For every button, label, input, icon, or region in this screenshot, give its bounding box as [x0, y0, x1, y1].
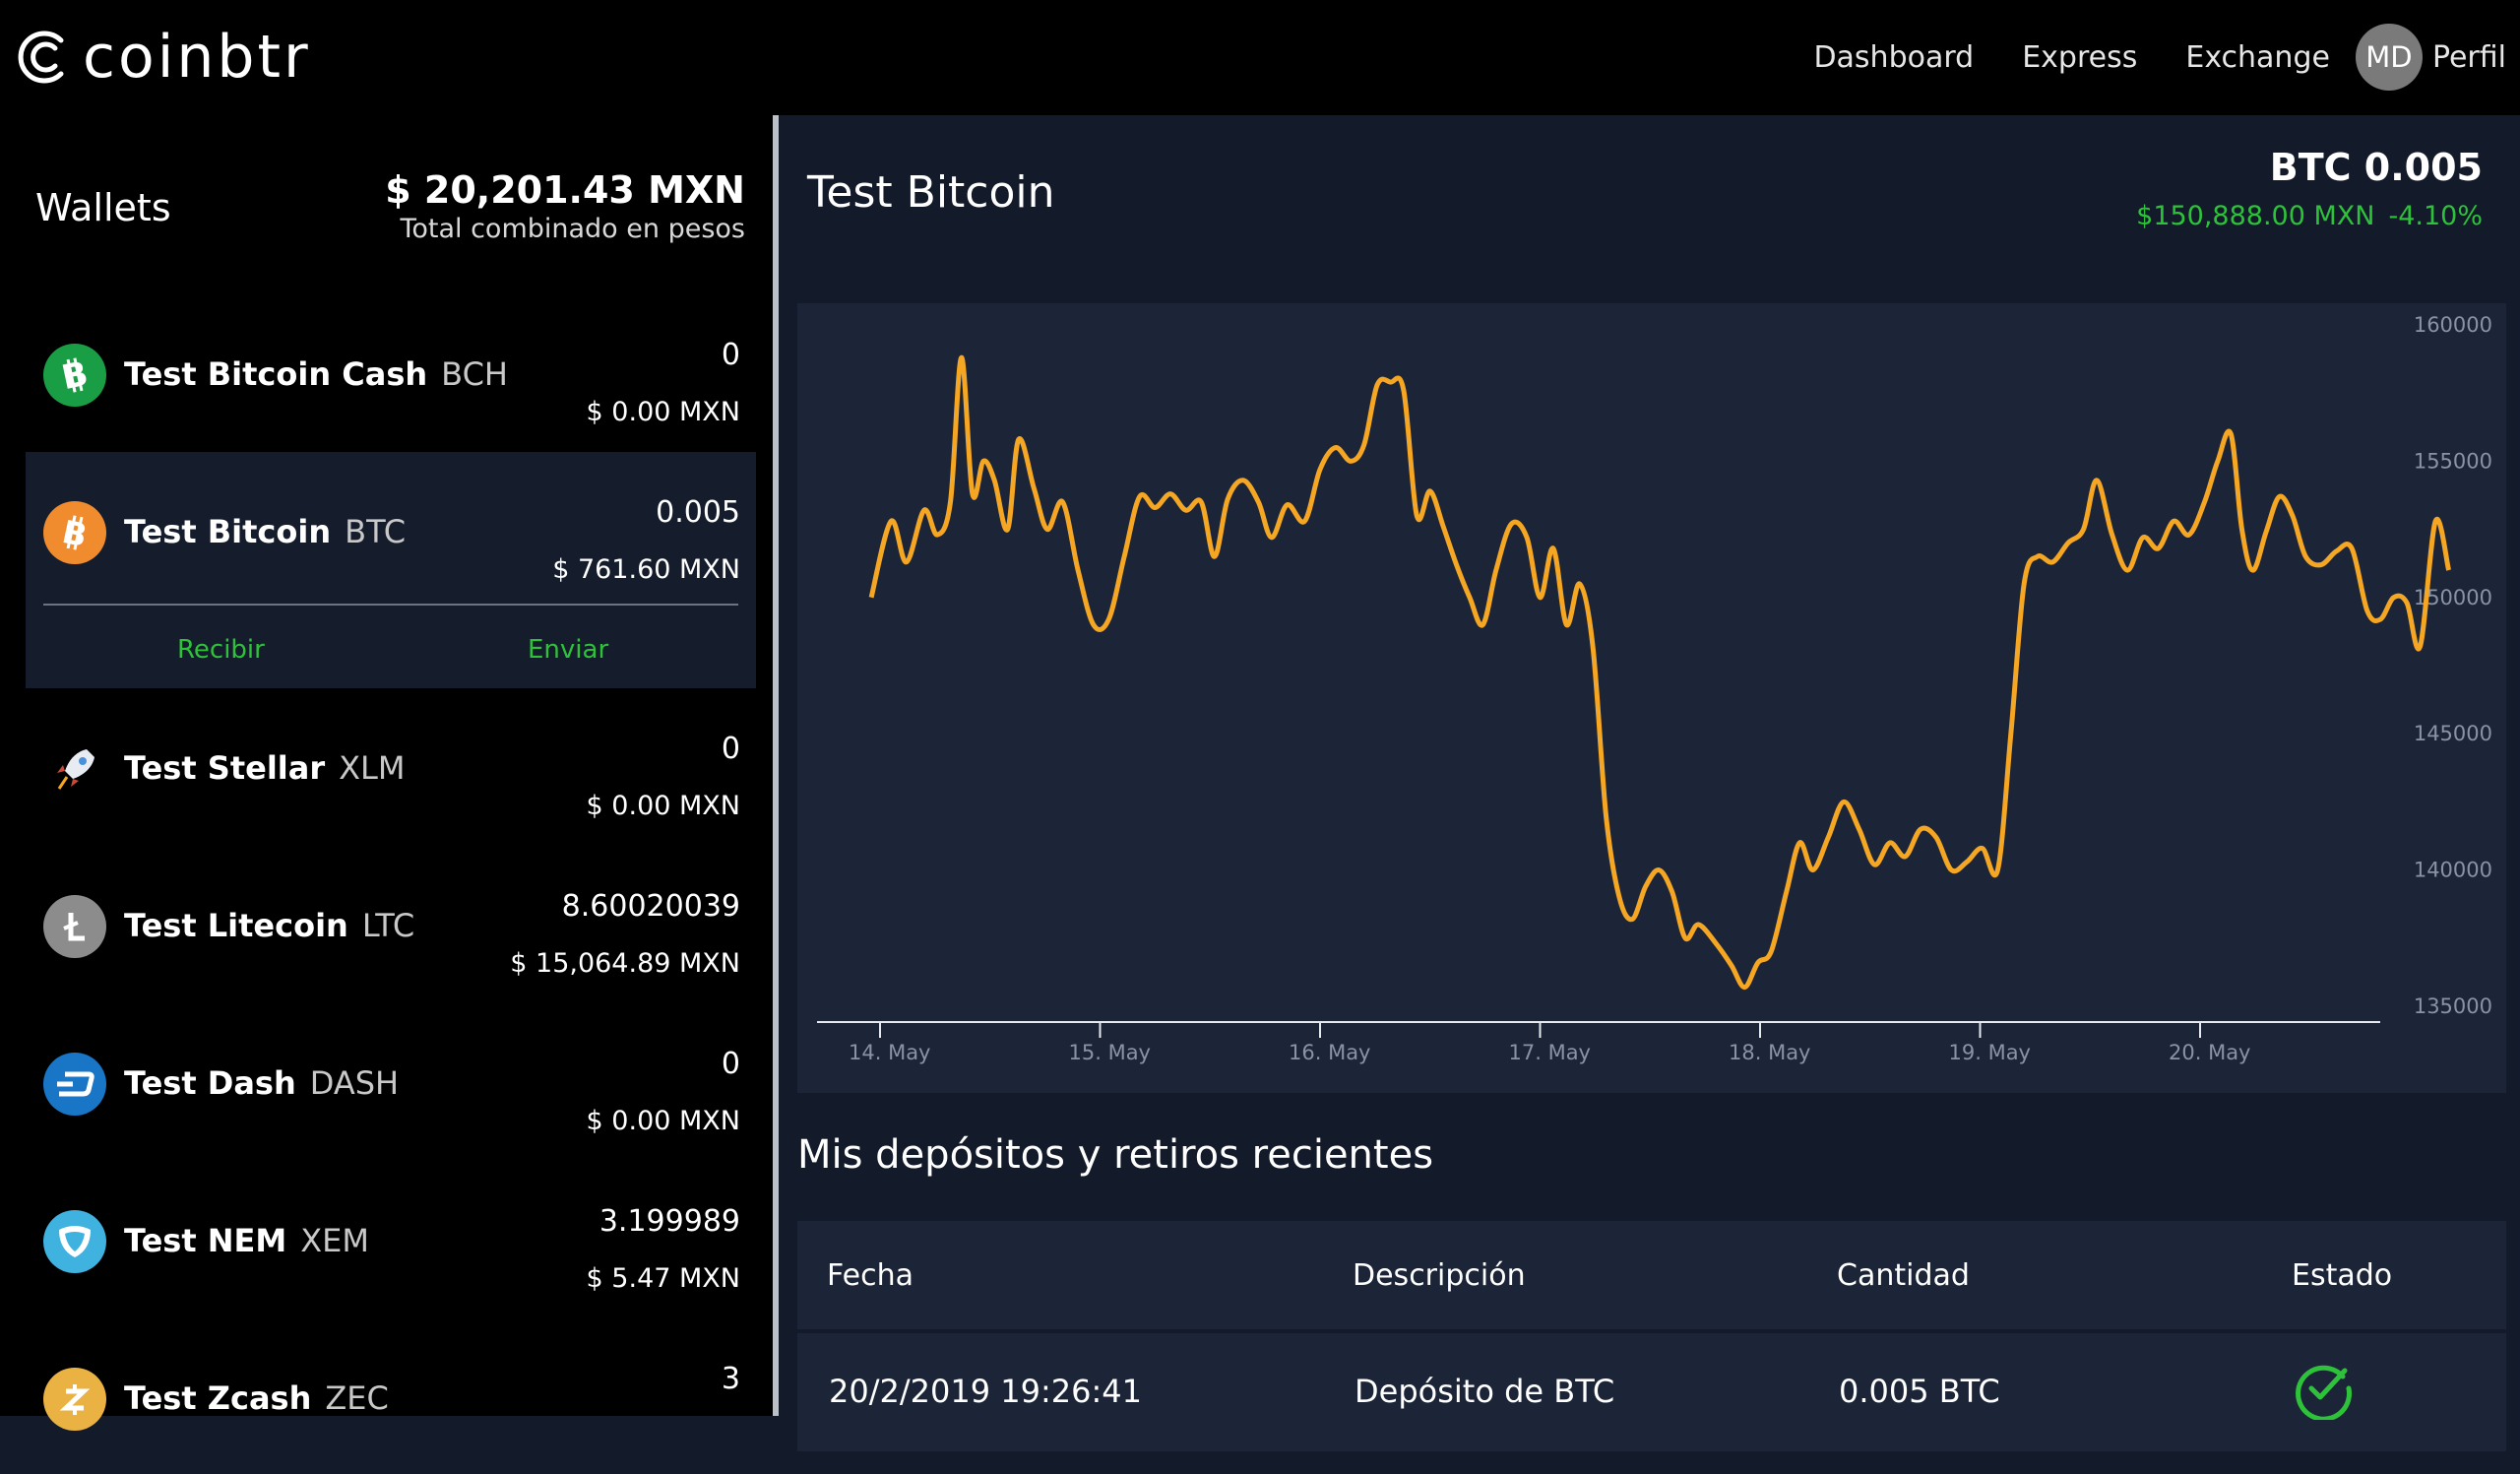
wallet-fiat: $ 0.00 MXN [586, 791, 740, 821]
wallet-item-xem[interactable]: Test NEM XEM 3.199989 $ 5.47 MXN [26, 1161, 756, 1316]
nav-express[interactable]: Express [2022, 39, 2138, 75]
x-tick-label: 16. May [1289, 1041, 1371, 1064]
wallet-amount: 0 [721, 732, 740, 766]
col-fecha[interactable]: Fecha [827, 1258, 914, 1293]
table-row[interactable]: 20/2/2019 19:26:41 Depósito de BTC 0.005… [797, 1333, 2506, 1451]
x-tick-label: 18. May [1729, 1041, 1811, 1064]
row-date: 20/2/2019 19:26:41 [829, 1373, 1142, 1410]
nav-dashboard[interactable]: Dashboard [1813, 39, 1975, 75]
nav-profile[interactable]: Perfil [2431, 39, 2506, 75]
nav-exchange[interactable]: Exchange [2185, 39, 2330, 75]
avatar[interactable]: MD [2355, 24, 2423, 91]
stellar-rocket-icon [43, 737, 106, 801]
wallet-amount: 0 [721, 338, 740, 372]
wallet-name: Test NEM XEM [124, 1222, 369, 1259]
wallet-amount: 3 [721, 1362, 740, 1396]
bitcoin-icon: B [43, 501, 106, 564]
wallet-item-xlm[interactable]: Test Stellar XLM 0 $ 0.00 MXN [26, 688, 756, 844]
wallet-name: Test Zcash ZEC [124, 1379, 389, 1417]
coinbtr-logo[interactable]: coinbtr [18, 22, 311, 93]
price-series-line[interactable] [868, 354, 2452, 991]
wallet-item-bch[interactable]: B Test Bitcoin Cash BCH 0 $ 0.00 MXN [26, 294, 756, 450]
wallet-name: Test Bitcoin Cash BCH [124, 355, 508, 393]
wallets-sidebar: Wallets $ 20,201.43 MXN Total combinado … [0, 115, 773, 1431]
wallet-symbol: XLM [339, 749, 406, 787]
wallet-symbol: BCH [441, 355, 508, 393]
wallet-item-btc[interactable]: B Test Bitcoin BTC 0.005 $ 761.60 MXN Rec… [26, 452, 756, 688]
coin-balance: BTC 0.005 [2269, 146, 2483, 189]
check-circle-icon [2296, 1365, 2353, 1420]
col-cantidad[interactable]: Cantidad [1837, 1258, 1970, 1293]
x-tick-label: 14. May [849, 1041, 931, 1064]
wallet-symbol: LTC [361, 907, 415, 944]
main-nav: Dashboard Express Exchange MD Perfil [1765, 22, 2506, 93]
wallet-amount: 0.005 [656, 495, 740, 530]
y-tick-label: 160000 [2414, 313, 2492, 337]
wallet-fiat: $ 0.00 MXN [586, 397, 740, 427]
coin-price: $150,888.00 MXN -4.10% [2136, 201, 2483, 231]
wallet-amount: 8.60020039 [561, 889, 740, 924]
row-description: Depósito de BTC [1354, 1373, 1615, 1410]
page-title: Test Bitcoin [807, 167, 1055, 218]
wallet-fiat: $ 15,064.89 MXN [510, 948, 740, 979]
wallet-name: Test Bitcoin BTC [124, 513, 407, 550]
wallets-total-caption: Total combinado en pesos [400, 214, 745, 244]
wallet-symbol: XEM [300, 1222, 369, 1259]
receive-button[interactable]: Recibir [177, 635, 265, 665]
wallet-amount: 0 [721, 1047, 740, 1081]
x-tick-label: 19. May [1949, 1041, 2032, 1064]
x-tick-label: 17. May [1509, 1041, 1592, 1064]
col-descripcion[interactable]: Descripción [1353, 1258, 1526, 1293]
wallets-total: $ 20,201.43 MXN [385, 168, 745, 212]
y-tick-label: 135000 [2414, 994, 2492, 1018]
x-tick-label: 20. May [2169, 1041, 2251, 1064]
row-amount: 0.005 BTC [1839, 1373, 2000, 1410]
wallet-name: Test Dash DASH [124, 1064, 400, 1102]
transactions-table: Fecha Descripción Cantidad Estado 20/2/2… [797, 1221, 2506, 1451]
litecoin-icon [43, 895, 106, 958]
y-tick-label: 140000 [2414, 859, 2492, 882]
transactions-title: Mis depósitos y retiros recientes [797, 1132, 1434, 1178]
wallet-symbol: BTC [345, 513, 407, 550]
y-tick-label: 145000 [2414, 722, 2492, 745]
wallets-title: Wallets [35, 186, 171, 229]
wallet-symbol: ZEC [325, 1379, 389, 1417]
zcash-icon [43, 1368, 106, 1431]
coin-price-value: $150,888.00 MXN [2136, 201, 2375, 231]
send-button[interactable]: Enviar [528, 635, 609, 665]
bitcoin-cash-icon: B [43, 344, 106, 407]
wallet-item-ltc[interactable]: Test Litecoin LTC 8.60020039 $ 15,064.89 … [26, 846, 756, 1001]
wallet-symbol: DASH [309, 1064, 400, 1102]
dash-icon [43, 1053, 106, 1116]
wallet-divider [43, 604, 738, 606]
sidebar-scrollbar[interactable] [773, 115, 779, 1416]
wallet-name: Test Litecoin LTC [124, 907, 415, 944]
coin-price-change: -4.10% [2388, 201, 2483, 231]
col-estado[interactable]: Estado [2292, 1258, 2393, 1293]
wallet-fiat: $ 761.60 MXN [552, 554, 740, 585]
price-chart-svg: 16000015500015000014500014000013500014. … [817, 313, 2492, 1064]
wallet-fiat: $ 0.00 MXN [586, 1106, 740, 1136]
y-tick-label: 155000 [2414, 449, 2492, 473]
top-bar: coinbtr Dashboard Express Exchange MD Pe… [0, 0, 2520, 115]
nem-icon [43, 1210, 106, 1273]
wallet-name: Test Stellar XLM [124, 749, 406, 787]
logo-mark-icon [18, 31, 64, 84]
x-tick-label: 15. May [1069, 1041, 1152, 1064]
wallet-fiat: $ 5.47 MXN [586, 1263, 740, 1294]
wallet-item-zec[interactable]: Test Zcash ZEC 3 [26, 1318, 756, 1474]
logo-text: coinbtr [83, 23, 311, 92]
wallet-amount: 3.199989 [598, 1204, 740, 1239]
wallet-item-dash[interactable]: Test Dash DASH 0 $ 0.00 MXN [26, 1003, 756, 1159]
table-header: Fecha Descripción Cantidad Estado [797, 1221, 2506, 1329]
price-chart[interactable]: 160000 155000 150000 145000 140000 135000 14. … [797, 303, 2506, 1093]
